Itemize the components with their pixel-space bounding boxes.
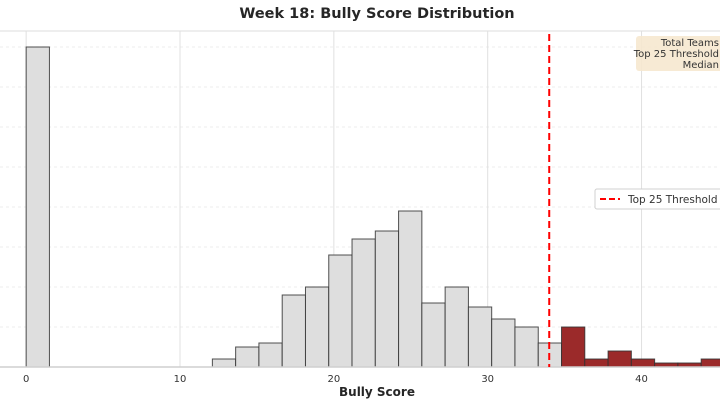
x-tick-label: 20 bbox=[327, 374, 340, 385]
histogram-bar bbox=[235, 346, 260, 368]
legend: Top 25 Threshold bbox=[594, 188, 720, 210]
annotation-line-threshold: Top 25 Threshold bbox=[633, 49, 719, 60]
histogram-bar bbox=[304, 286, 330, 368]
histogram-bar bbox=[25, 46, 50, 368]
annotation-box: Total Teams Top 25 Threshold Median bbox=[633, 36, 720, 71]
histogram-bar-top25 bbox=[607, 350, 632, 368]
histogram-bar-top25 bbox=[630, 358, 656, 368]
legend-threshold-label: Top 25 Threshold bbox=[627, 194, 718, 206]
annotation-line-median: Median bbox=[683, 60, 719, 71]
annotation-line-total-teams: Total Teams bbox=[660, 38, 719, 49]
histogram-bar-top25 bbox=[700, 358, 720, 368]
histogram-bar bbox=[281, 294, 306, 368]
x-tick-label: 40 bbox=[635, 374, 648, 385]
x-tick-label: 10 bbox=[174, 374, 187, 385]
histogram-bar bbox=[351, 238, 376, 368]
histogram-bar bbox=[444, 286, 469, 368]
chart-title: Week 18: Bully Score Distribution bbox=[239, 6, 514, 22]
histogram-bar bbox=[398, 210, 423, 368]
histogram-bar-top25 bbox=[561, 326, 586, 368]
x-tick-label: 30 bbox=[481, 374, 494, 385]
x-axis-label: Bully Score bbox=[339, 385, 415, 399]
histogram-bar bbox=[258, 342, 283, 368]
histogram-bar bbox=[211, 358, 237, 368]
histogram-bar bbox=[467, 306, 493, 368]
histogram-bar bbox=[514, 326, 539, 368]
x-tick-label: 0 bbox=[23, 374, 29, 385]
histogram-bar bbox=[421, 302, 446, 368]
histogram-bar bbox=[328, 254, 353, 368]
histogram-bar-top25 bbox=[584, 358, 609, 368]
histogram-bar bbox=[491, 318, 516, 368]
histogram-bar bbox=[374, 230, 400, 368]
